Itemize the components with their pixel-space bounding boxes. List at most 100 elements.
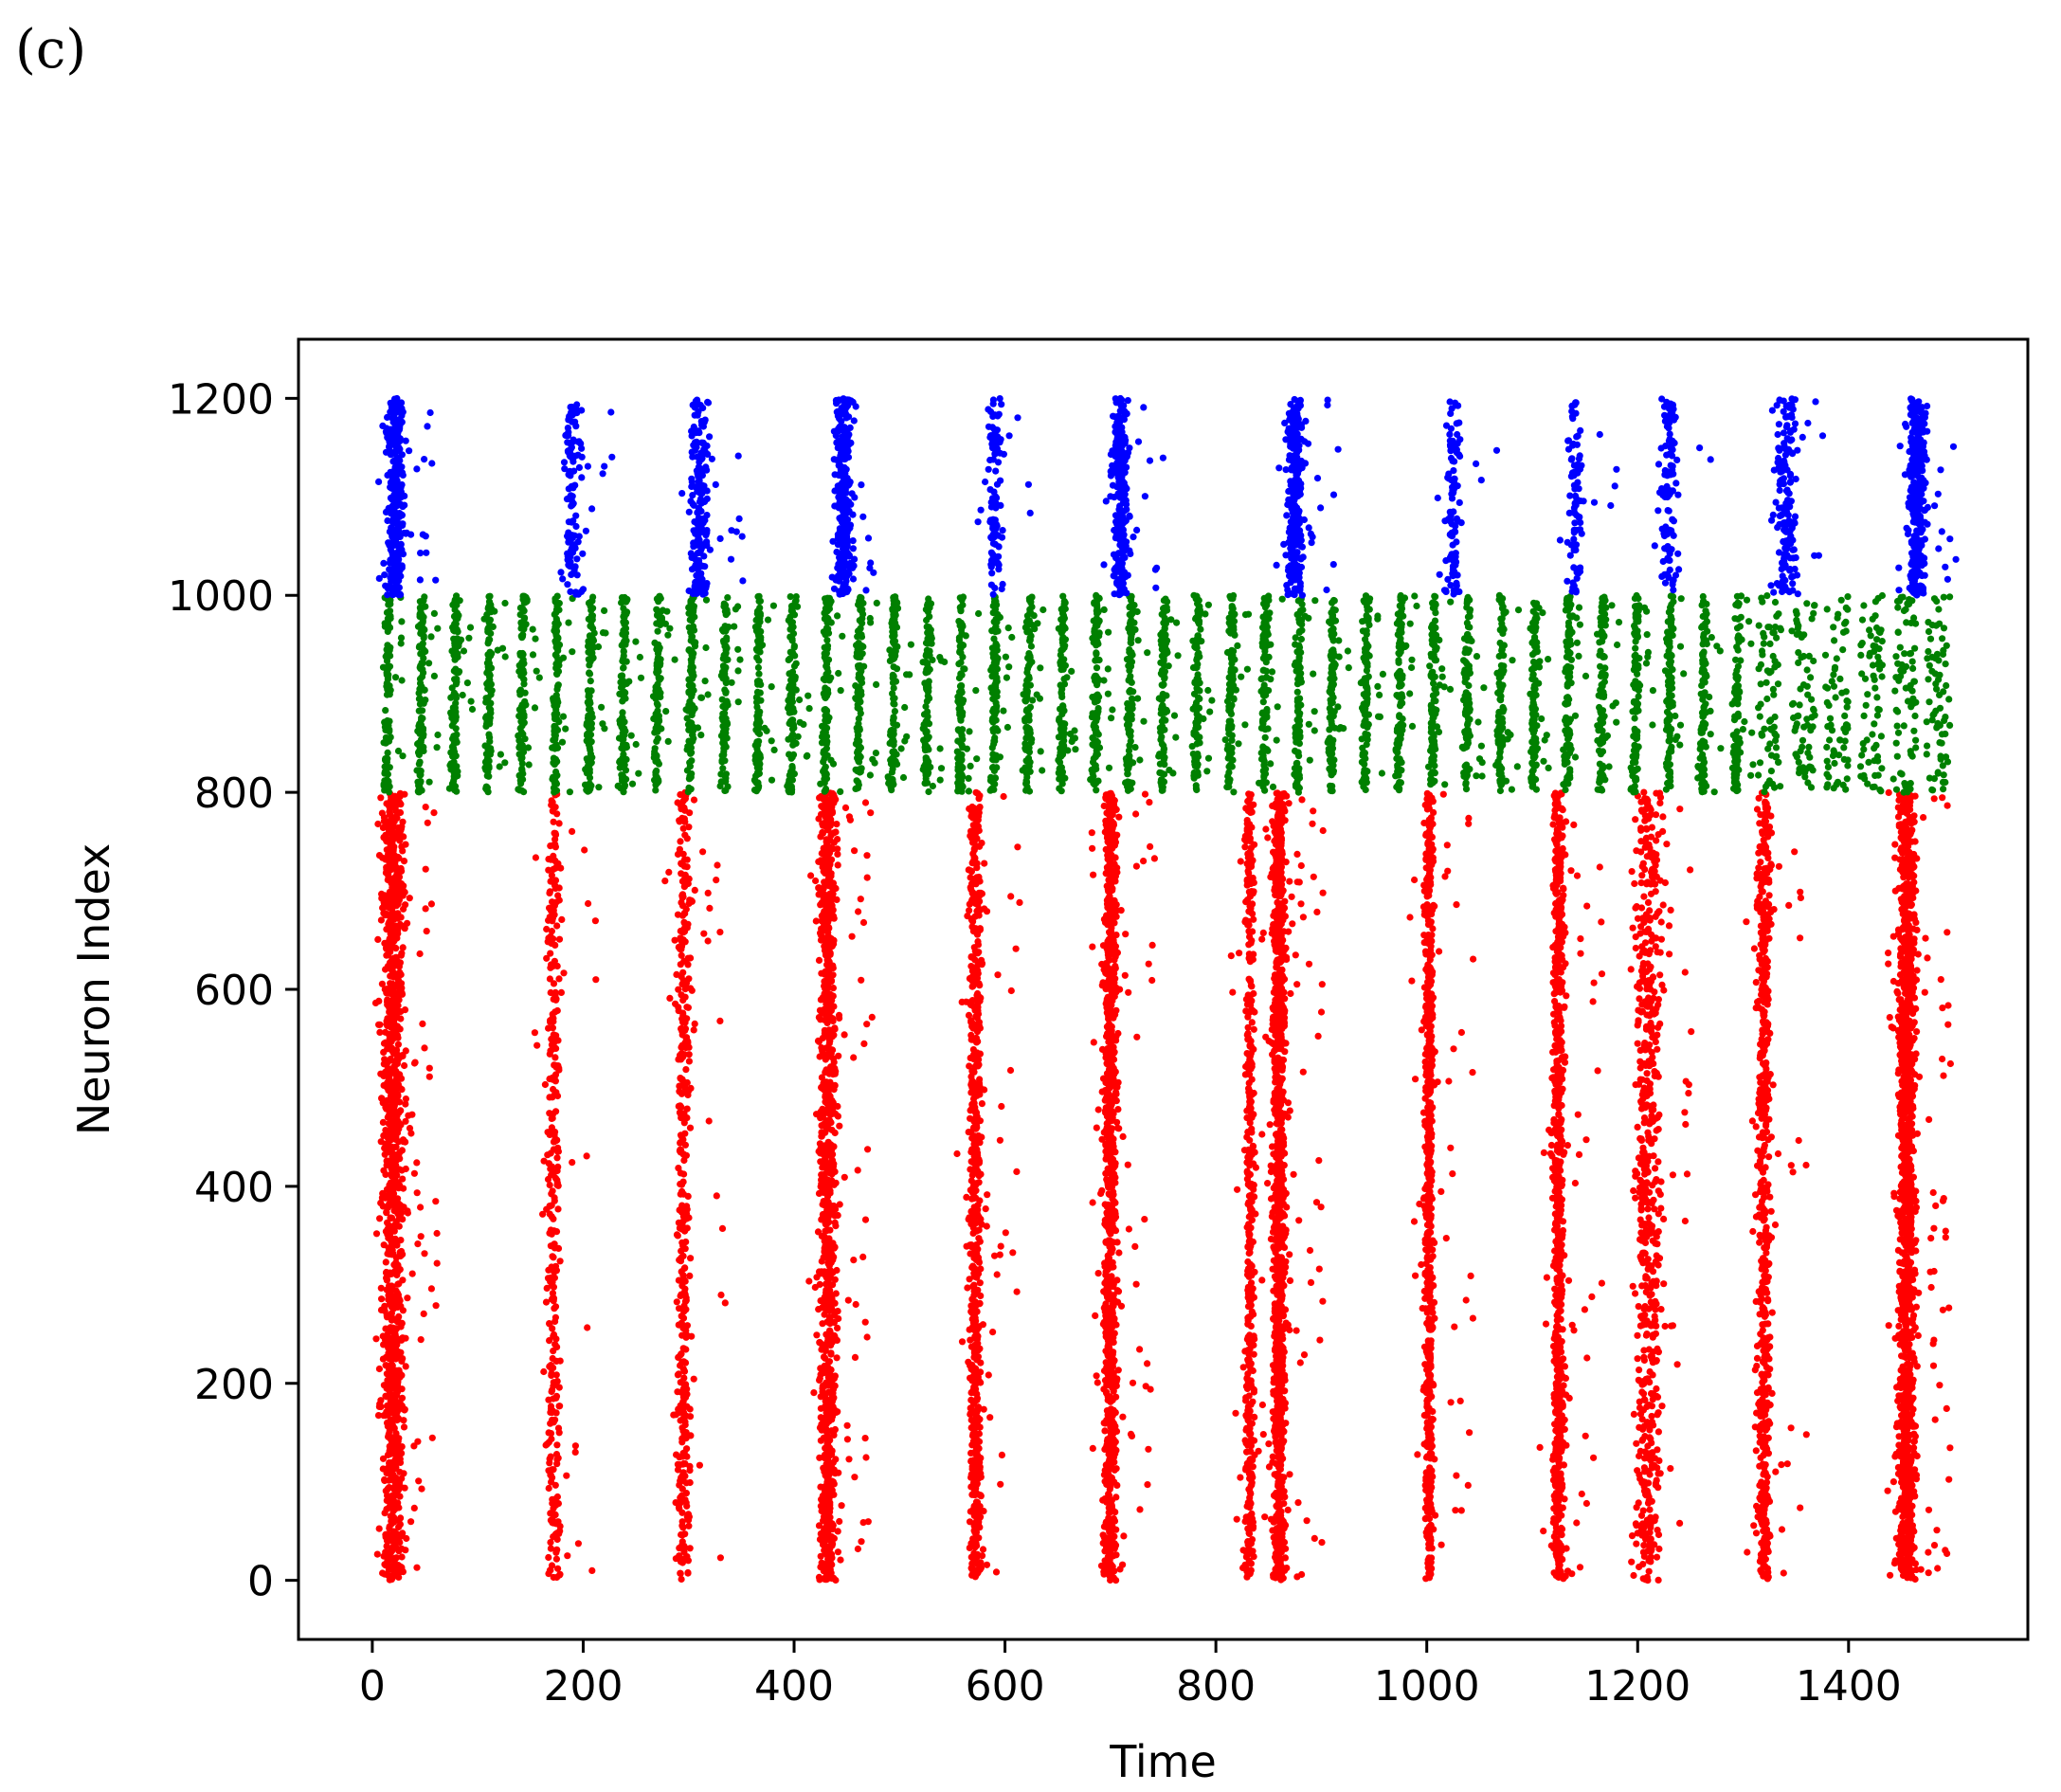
spike-point (1112, 1446, 1120, 1454)
spike-point (815, 956, 823, 965)
spike-point (824, 924, 833, 932)
spike-point (678, 912, 687, 919)
spike-point (410, 1059, 419, 1067)
spike-point (1100, 1318, 1108, 1326)
spike-point (820, 1121, 827, 1129)
spike-point (1246, 1152, 1254, 1160)
spike-point (678, 814, 686, 823)
spike-point (402, 1047, 409, 1055)
spike-point (556, 1570, 564, 1578)
spike-point (1108, 1125, 1115, 1132)
spike-point (550, 1573, 557, 1582)
spike-point (816, 1376, 823, 1384)
spike-point (1102, 1312, 1110, 1319)
spike-point (1244, 798, 1252, 805)
spike-point (967, 1073, 975, 1080)
spike-point (1089, 1444, 1096, 1452)
spike-point (971, 977, 979, 985)
spike-point (1104, 1178, 1112, 1186)
spike-point (1128, 1432, 1136, 1439)
spike-point (819, 1105, 826, 1113)
spike-point (1110, 1406, 1117, 1414)
spike-point (380, 814, 389, 822)
spike-point (975, 1060, 983, 1069)
spike-point (970, 1522, 978, 1530)
spike-point (543, 1284, 551, 1292)
spike-point (859, 918, 868, 927)
spike-point (389, 835, 397, 842)
spike-point (858, 1538, 865, 1546)
spike-point (1094, 1270, 1102, 1277)
spike-point (389, 1081, 397, 1089)
spike-point (1105, 818, 1112, 825)
spike-point (376, 1028, 384, 1036)
spike-point (544, 1129, 551, 1136)
spike-point (682, 1209, 690, 1217)
spike-point (382, 1258, 389, 1266)
spike-point (843, 1436, 852, 1443)
spike-point (977, 1292, 985, 1299)
spike-point (384, 1015, 391, 1023)
spike-point (680, 883, 688, 891)
spike-point (983, 1222, 990, 1230)
spike-point (378, 980, 386, 987)
spike-point (829, 1017, 837, 1025)
spike-point (389, 1296, 396, 1305)
spike-point (1007, 987, 1015, 995)
spike-point (827, 795, 835, 803)
spike-point (825, 1467, 833, 1475)
spike-point (968, 803, 976, 811)
spike-point (387, 1022, 394, 1029)
spike-point (815, 1014, 823, 1022)
spike-point (377, 1403, 385, 1411)
spike-point (558, 915, 566, 924)
spike-point (972, 1164, 980, 1171)
spike-point (680, 1331, 688, 1339)
spike-point (676, 1454, 683, 1461)
spike-point (964, 913, 971, 920)
spike-point (967, 963, 975, 970)
spike-point (1247, 844, 1255, 852)
spike-point (972, 1204, 980, 1213)
spike-point (810, 1389, 818, 1397)
spike-point (1108, 1149, 1115, 1157)
spike-point (678, 1090, 686, 1097)
spike-point (1110, 1371, 1117, 1379)
spike-point (1110, 1191, 1117, 1199)
spike-point (686, 1462, 694, 1470)
spike-point (553, 1456, 561, 1463)
spike-point (585, 899, 592, 908)
spike-point (713, 877, 720, 884)
spike-point (965, 1011, 973, 1019)
spike-point (1093, 1372, 1100, 1380)
spike-point (817, 1365, 824, 1372)
spike-point (401, 1061, 408, 1070)
spike-point (398, 1385, 406, 1393)
spike-point (829, 992, 837, 1000)
spike-point (394, 1438, 402, 1445)
spike-point (827, 832, 835, 840)
spike-point (1244, 807, 1252, 815)
spike-point (385, 986, 392, 993)
spike-point (1107, 1249, 1114, 1257)
spike-point (393, 926, 401, 934)
spike-point (548, 1510, 555, 1517)
spike-point (407, 1518, 415, 1526)
spike-point (976, 1197, 984, 1204)
spike-point (557, 988, 566, 996)
spike-point (684, 1087, 693, 1095)
spike-point (1145, 1445, 1152, 1453)
spike-point (544, 1175, 552, 1184)
spike-point (826, 1329, 834, 1336)
spike-point (823, 1300, 830, 1308)
spike-point (1241, 1348, 1249, 1355)
spike-point (827, 914, 836, 921)
spike-point (815, 1306, 823, 1313)
spike-point (381, 1476, 389, 1485)
spike-point (678, 1189, 686, 1197)
spike-point (834, 1211, 841, 1220)
spike-point (1108, 1273, 1115, 1280)
spike-point (386, 1408, 393, 1416)
spike-point (383, 1496, 390, 1504)
